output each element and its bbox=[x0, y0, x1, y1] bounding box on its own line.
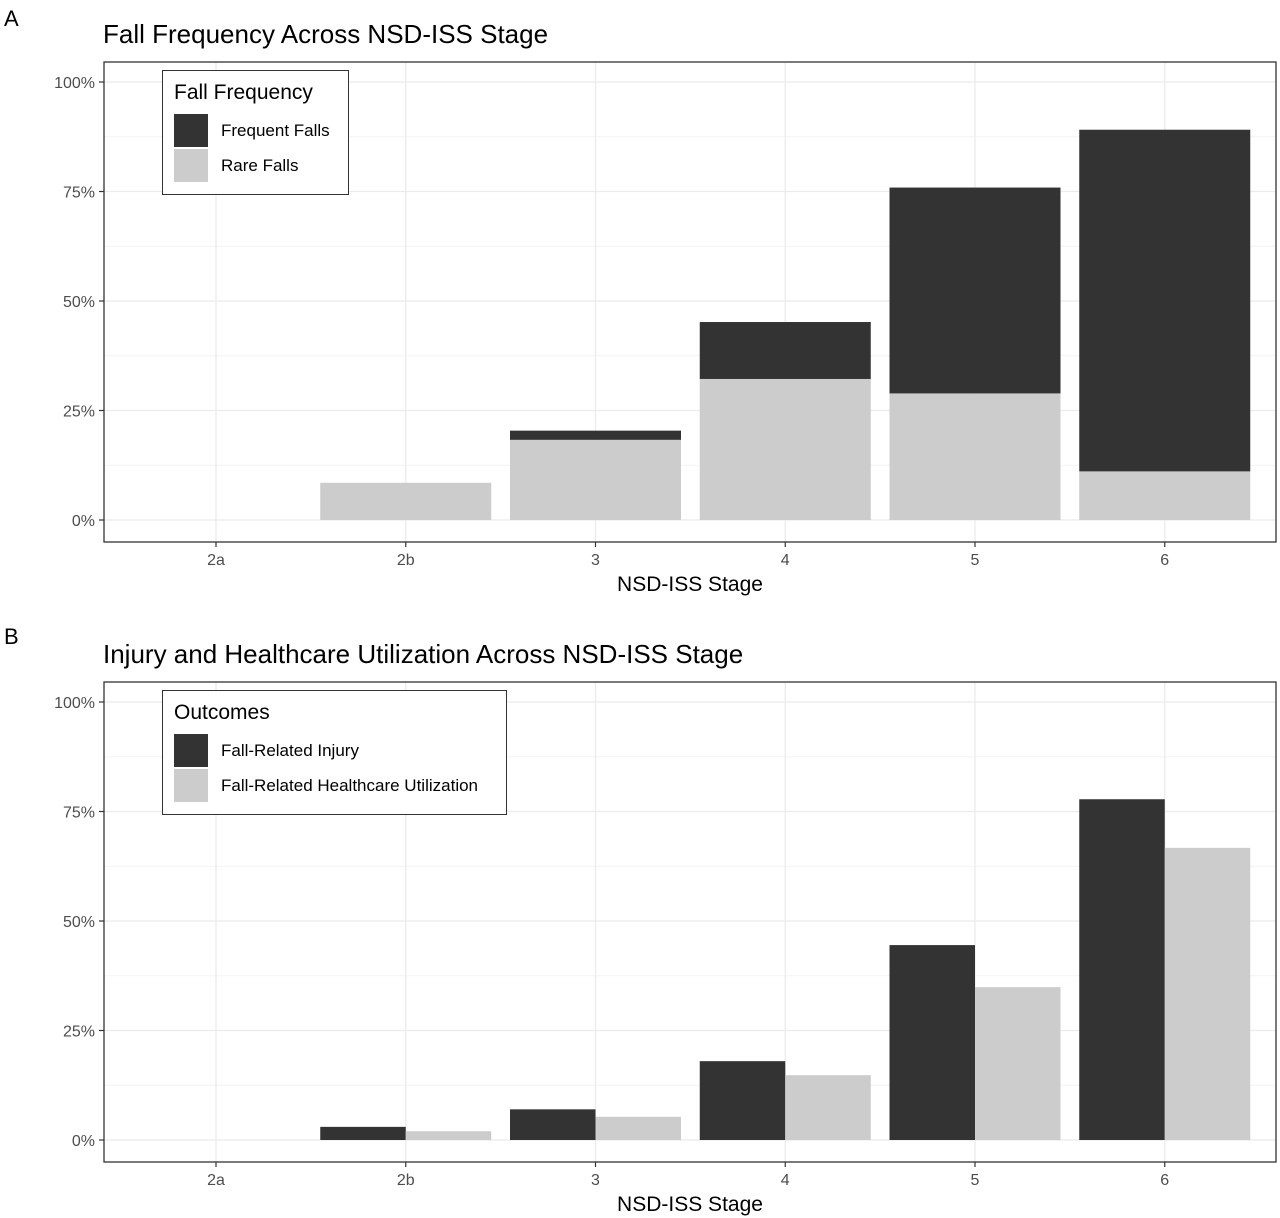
x-tick-label: 2b bbox=[397, 1172, 415, 1189]
y-tick-label: 100% bbox=[54, 75, 95, 92]
y-tick-label: 0% bbox=[72, 1133, 95, 1150]
bar-a-frequent-falls-6 bbox=[1079, 129, 1251, 472]
x-tick-label: 4 bbox=[781, 552, 790, 569]
legend-swatch-fall-related-injury bbox=[174, 734, 208, 767]
x-tick-label: 5 bbox=[971, 1172, 980, 1189]
x-tick-label: 2a bbox=[207, 1172, 225, 1189]
legend-swatch-rare-falls bbox=[174, 149, 208, 182]
x-axis-title: NSD-ISS Stage bbox=[617, 573, 763, 596]
bar-a-rare-falls-5 bbox=[889, 393, 1061, 520]
chart-title-a: Fall Frequency Across NSD-ISS Stage bbox=[103, 19, 549, 49]
x-tick-label: 2b bbox=[397, 552, 415, 569]
bar-b-fall-related-healthcare-utilization-4 bbox=[785, 1075, 871, 1140]
y-tick-label: 25% bbox=[63, 404, 95, 421]
bar-b-fall-related-injury-5 bbox=[889, 945, 975, 1140]
x-tick-label: 5 bbox=[971, 552, 980, 569]
bar-b-fall-related-injury-3 bbox=[510, 1109, 596, 1140]
plot-frame bbox=[103, 61, 1277, 543]
bar-a-rare-falls-4 bbox=[699, 378, 871, 520]
x-axis-title: NSD-ISS Stage bbox=[617, 1193, 763, 1216]
bar-b-fall-related-healthcare-utilization-5 bbox=[975, 987, 1061, 1140]
y-tick-label: 75% bbox=[63, 185, 95, 202]
legend-swatch-fall-related-healthcare bbox=[174, 769, 208, 802]
legend-label-fall-related-healthcare: Fall-Related Healthcare Utilization bbox=[221, 775, 479, 795]
x-tick-label: 6 bbox=[1160, 1172, 1169, 1189]
bar-a-frequent-falls-5 bbox=[889, 187, 1061, 394]
x-tick-label: 2a bbox=[207, 552, 225, 569]
legend-item-fall-related-injury: Fall-Related Injury bbox=[174, 733, 495, 768]
y-tick-label: 25% bbox=[63, 1024, 95, 1041]
chart-title-b: Injury and Healthcare Utilization Across… bbox=[103, 639, 744, 669]
bar-b-fall-related-healthcare-utilization-3 bbox=[595, 1116, 681, 1140]
chart-b: 0% 25% 50% 75% 100% 2a 2b 3 4 5 6 NSD-ISS Stage bbox=[54, 681, 1277, 1216]
bar-b-fall-related-healthcare-utilization-2b bbox=[405, 1131, 492, 1140]
legend-swatch-frequent-falls bbox=[174, 114, 208, 147]
legend-item-rare-falls: Rare Falls bbox=[174, 148, 337, 183]
bar-b-fall-related-healthcare-utilization-6 bbox=[1164, 847, 1251, 1140]
legend-a: Fall Frequency Frequent Falls Rare Falls bbox=[162, 70, 349, 195]
legend-title-b: Outcomes bbox=[174, 701, 270, 724]
legend-label-rare-falls: Rare Falls bbox=[221, 155, 299, 175]
plot-frame bbox=[103, 681, 1277, 1163]
x-tick-label: 4 bbox=[781, 1172, 790, 1189]
bar-b-fall-related-injury-6 bbox=[1079, 799, 1165, 1140]
x-tick-label: 6 bbox=[1160, 552, 1169, 569]
legend-title-a: Fall Frequency bbox=[174, 81, 313, 104]
y-tick-label: 0% bbox=[72, 513, 95, 530]
y-tick-label: 100% bbox=[54, 695, 95, 712]
bar-b-fall-related-injury-4 bbox=[699, 1061, 786, 1140]
legend-item-fall-related-healthcare: Fall-Related Healthcare Utilization bbox=[174, 768, 495, 803]
bar-a-frequent-falls-4 bbox=[699, 322, 871, 379]
y-tick-label: 50% bbox=[63, 294, 95, 311]
legend-label-frequent-falls: Frequent Falls bbox=[221, 120, 330, 140]
x-tick-label: 3 bbox=[591, 552, 600, 569]
panel-letter-a: A bbox=[4, 6, 19, 31]
bar-a-rare-falls-3 bbox=[510, 439, 681, 520]
y-tick-label: 50% bbox=[63, 914, 95, 931]
bar-b-fall-related-injury-2b bbox=[320, 1126, 406, 1140]
legend-b: Outcomes Fall-Related Injury Fall-Relate… bbox=[162, 690, 507, 815]
panel-letter-b: B bbox=[4, 624, 19, 649]
x-tick-label: 3 bbox=[591, 1172, 600, 1189]
bar-a-rare-falls-2b bbox=[320, 482, 492, 520]
legend-label-fall-related-injury: Fall-Related Injury bbox=[221, 740, 359, 760]
y-tick-label: 75% bbox=[63, 805, 95, 822]
legend-item-frequent-falls: Frequent Falls bbox=[174, 113, 337, 148]
bar-a-frequent-falls-3 bbox=[510, 430, 681, 440]
bar-a-rare-falls-6 bbox=[1079, 471, 1251, 520]
chart-a: 0% 25% 50% 75% 100% 2a 2b 3 4 5 6 NSD-ISS Stage bbox=[54, 61, 1277, 596]
